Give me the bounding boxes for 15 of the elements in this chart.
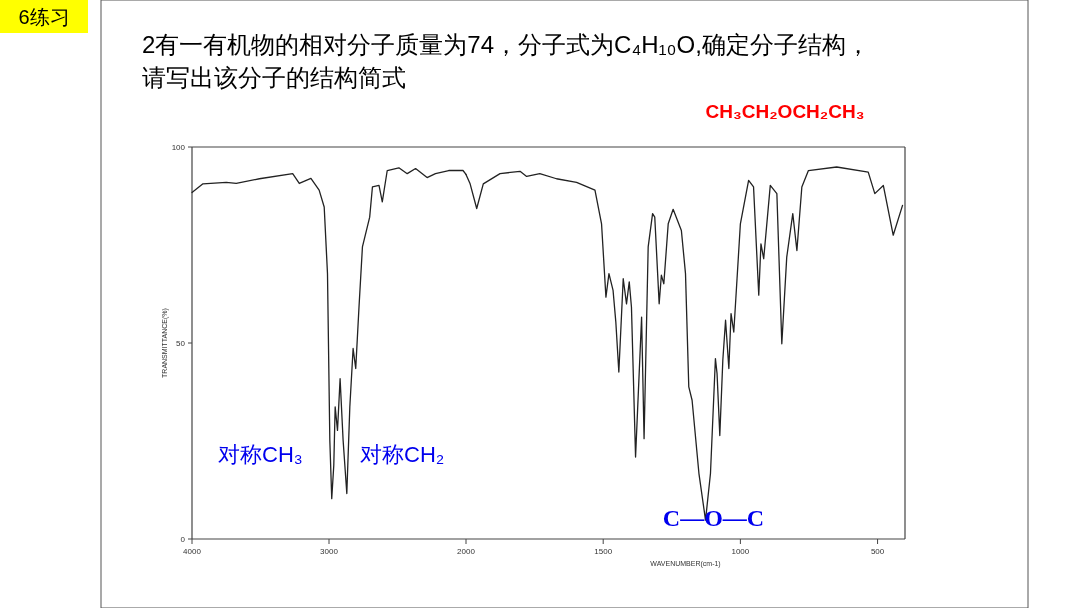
y-tick-label: 0 <box>180 535 186 544</box>
annotation: 对称CH₂ <box>360 442 445 467</box>
text: CH₃CH₂OCH₂CH₃ <box>705 101 865 122</box>
x-tick-label: 500 <box>870 547 885 556</box>
x-tick-label: 3000 <box>320 547 339 556</box>
x-tick-label: 4000 <box>183 547 202 556</box>
x-tick-label: 2000 <box>457 547 476 556</box>
chart-subtitle: 2有一有机物的相对分子质量为74，分子式为C₄H₁₀O,确定分子结构，请写出该分子的结构简式 <box>142 30 871 93</box>
x-tick-label: 1500 <box>594 547 613 556</box>
chart-title: 6练习 <box>18 6 70 28</box>
annotation: C—O—C <box>662 505 765 532</box>
x-tick-label: 1000 <box>731 547 750 556</box>
y-tick-label: 50 <box>176 339 186 348</box>
annotation: 对称CH₃ <box>218 442 303 467</box>
y-tick-label: 100 <box>171 143 186 152</box>
